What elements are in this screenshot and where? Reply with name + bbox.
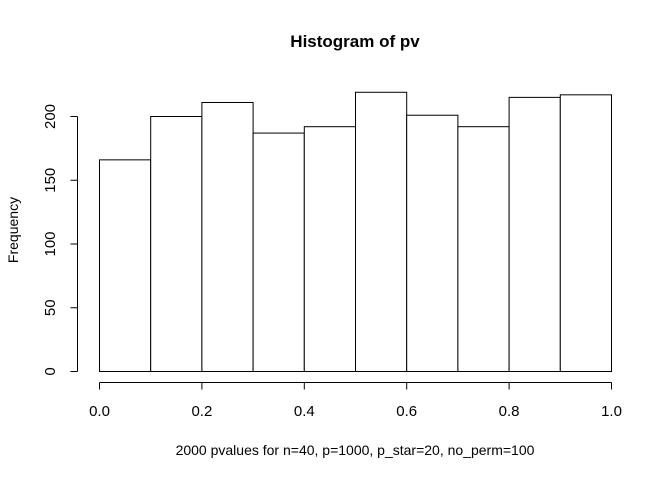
histogram-bar (559, 94, 612, 372)
histogram-bar (406, 114, 459, 372)
x-axis-ticks: 0.0 0.2 0.4 0.6 0.8 1.0 (89, 382, 622, 420)
histogram-bar (508, 96, 561, 372)
y-axis-ticks: 0 50 100 150 200 (42, 104, 78, 376)
x-axis-label: 2000 pvalues for n=40, p=1000, p_star=20… (176, 442, 535, 458)
x-tick-label: 0.2 (191, 403, 212, 420)
histogram-bar (201, 101, 254, 372)
y-tick-label: 0 (42, 367, 59, 375)
x-tick-label: 0.8 (499, 403, 520, 420)
x-tick-label: 0.4 (294, 403, 315, 420)
histogram-bar (457, 126, 510, 372)
histogram-bar (252, 132, 305, 372)
x-tick-label: 0.6 (396, 403, 417, 420)
histogram-bar (355, 91, 408, 373)
y-tick-label: 200 (42, 104, 59, 129)
chart-title: Histogram of pv (290, 32, 420, 51)
x-tick-label: 1.0 (601, 403, 622, 420)
y-tick-label: 100 (42, 231, 59, 256)
y-tick-label: 50 (42, 299, 59, 316)
histogram-bar (99, 159, 152, 372)
y-tick-label: 150 (42, 168, 59, 193)
y-axis-label: Frequency (5, 197, 21, 263)
histogram-bar (150, 116, 203, 372)
x-tick-label: 0.0 (89, 403, 110, 420)
histogram-bar (303, 126, 356, 372)
bars-group (99, 91, 612, 373)
